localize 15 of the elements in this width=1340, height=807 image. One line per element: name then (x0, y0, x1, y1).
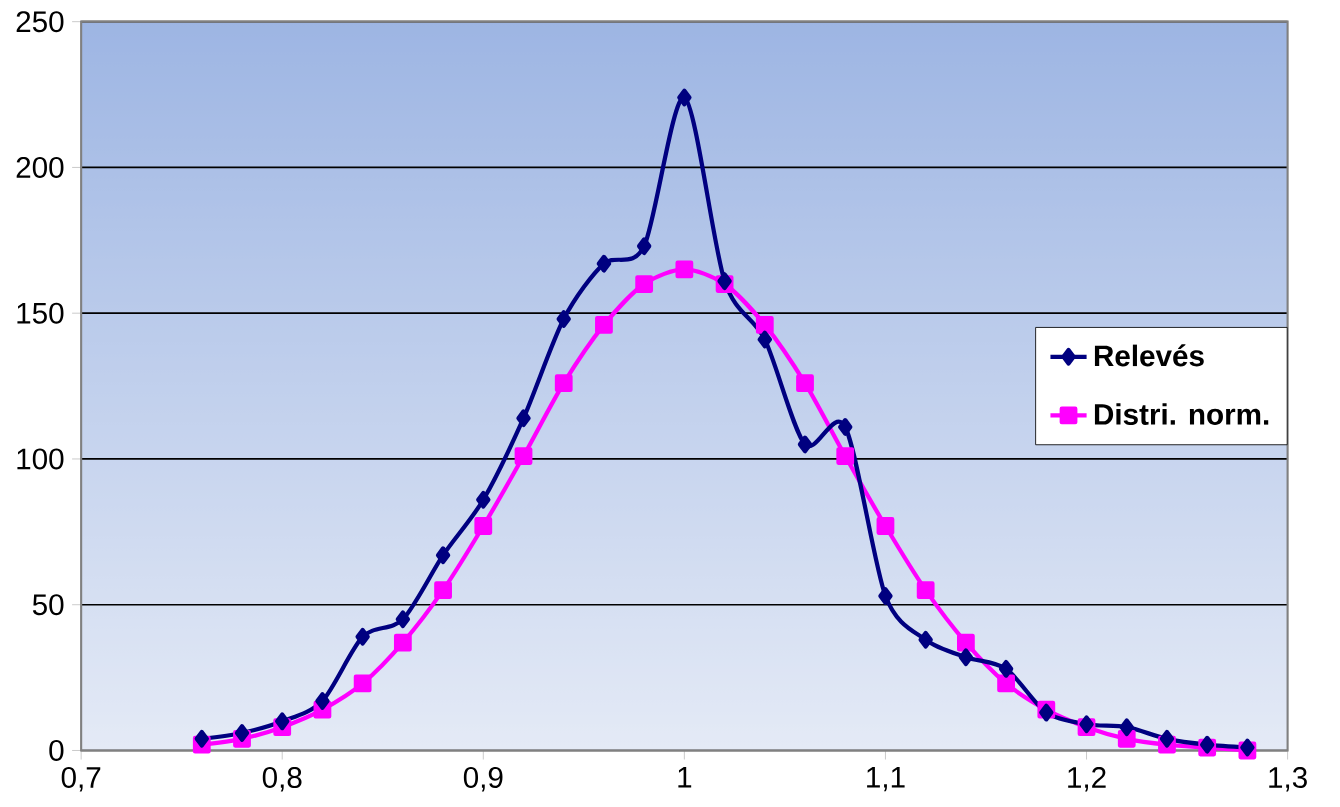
y-tick-label: 0 (49, 739, 64, 761)
y-tick-label: 100 (17, 448, 64, 470)
x-tick-label: 1,1 (867, 766, 905, 792)
x-tick-label: 1,2 (1068, 766, 1106, 792)
y-tick-label: 50 (32, 594, 64, 616)
y-tick-label: 150 (17, 302, 64, 324)
y-tick-label: 250 (16, 11, 64, 33)
y-tick-label: 200 (16, 156, 64, 178)
x-tick-label: 1 (678, 766, 692, 788)
x-tick-label: 0,9 (463, 766, 503, 792)
x-tick-label: 0,7 (61, 766, 101, 792)
x-tick-label: 0,8 (262, 766, 302, 792)
legend-label: Relevés (1094, 344, 1204, 367)
x-tick-label: 1,3 (1269, 766, 1307, 792)
legend-label: Distri. norm. (1094, 403, 1269, 425)
